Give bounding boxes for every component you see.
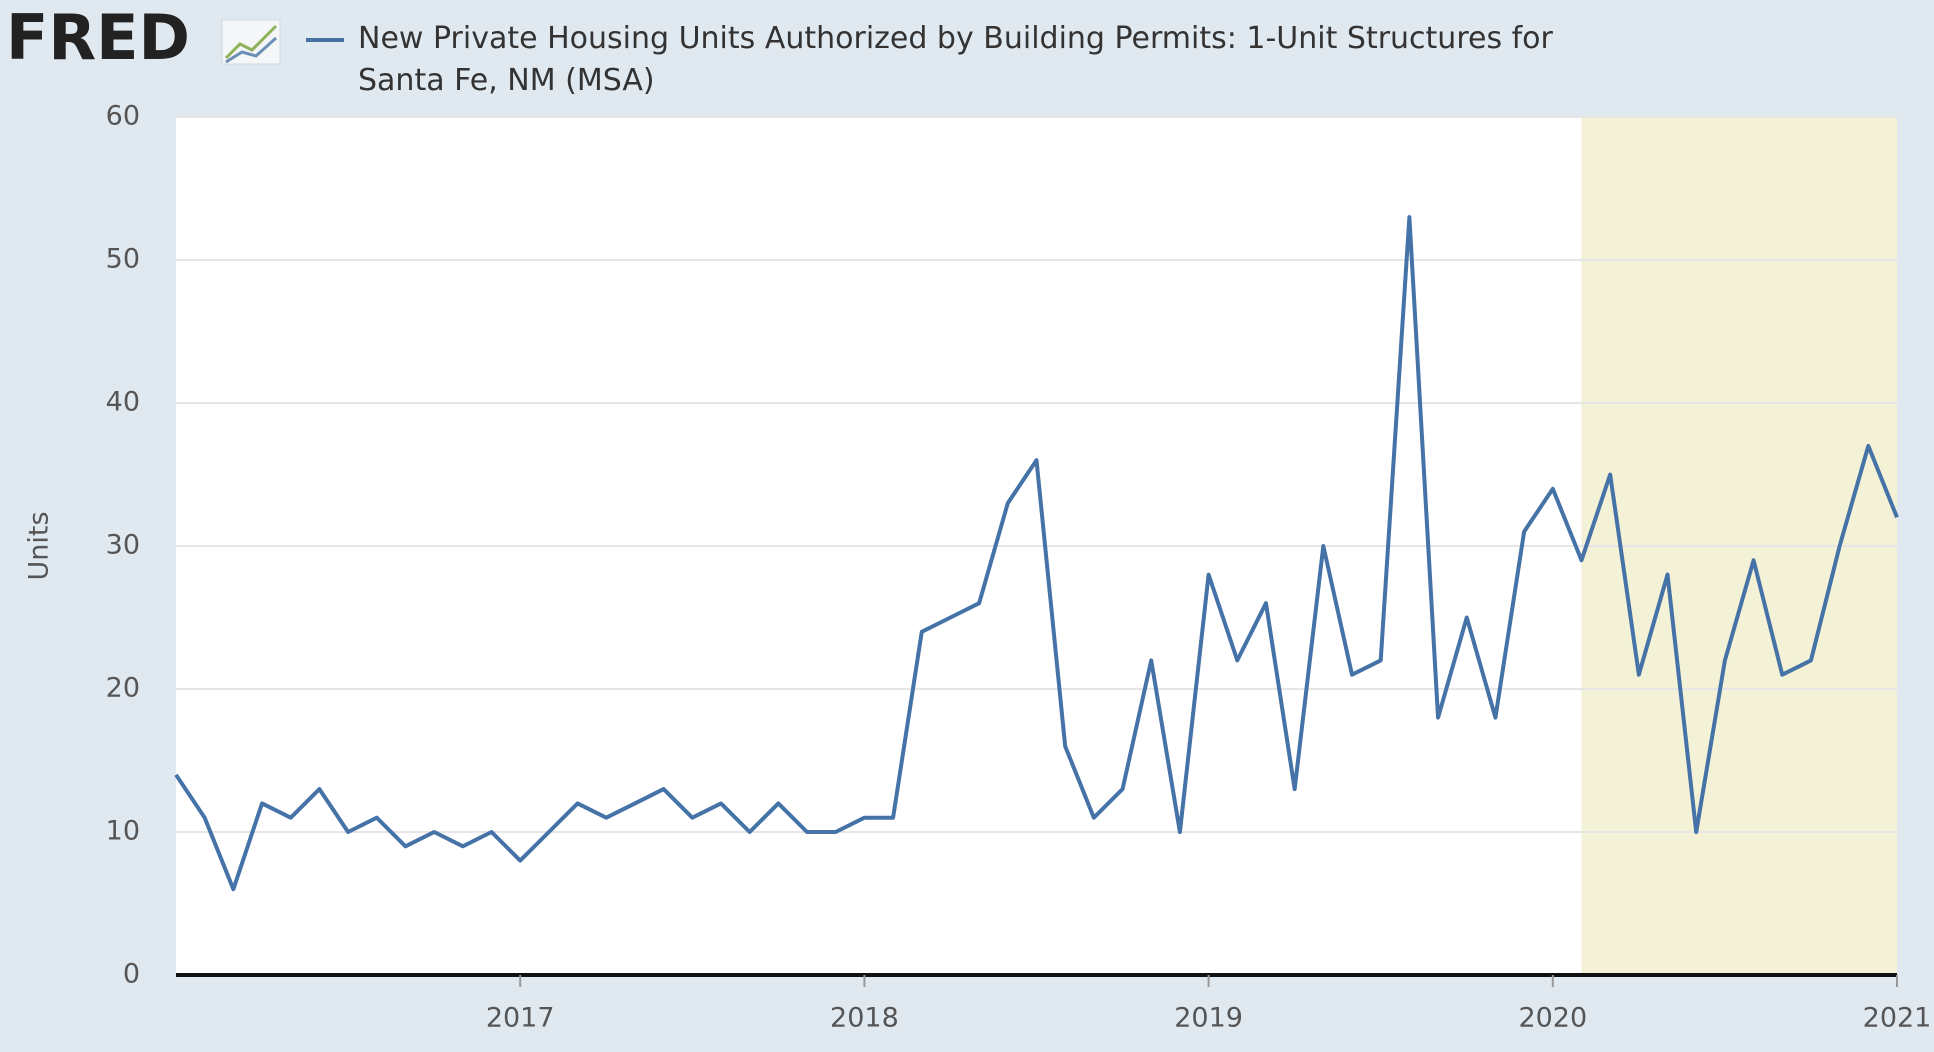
x-tick-label: 2019 xyxy=(1174,1003,1243,1034)
x-tick-label: 2017 xyxy=(486,1003,555,1034)
logo-icon xyxy=(221,19,281,65)
y-tick-label: 20 xyxy=(106,673,140,704)
y-axis-label: Units xyxy=(24,511,55,580)
x-tick-label: 2018 xyxy=(830,1003,899,1034)
y-tick-label: 50 xyxy=(106,244,140,275)
y-tick-label: 40 xyxy=(106,387,140,418)
y-tick-label: 30 xyxy=(106,530,140,561)
x-tick-label: 2021 xyxy=(1863,1003,1932,1034)
data-line xyxy=(174,215,1899,892)
y-tick-label: 60 xyxy=(106,101,140,132)
legend-entry: New Private Housing Units Authorized by … xyxy=(358,21,1553,98)
logo: FRED xyxy=(6,1,190,74)
x-tick-label: 2020 xyxy=(1518,1003,1587,1034)
y-tick-label: 0 xyxy=(123,959,140,990)
y-tick-label: 10 xyxy=(106,816,140,847)
